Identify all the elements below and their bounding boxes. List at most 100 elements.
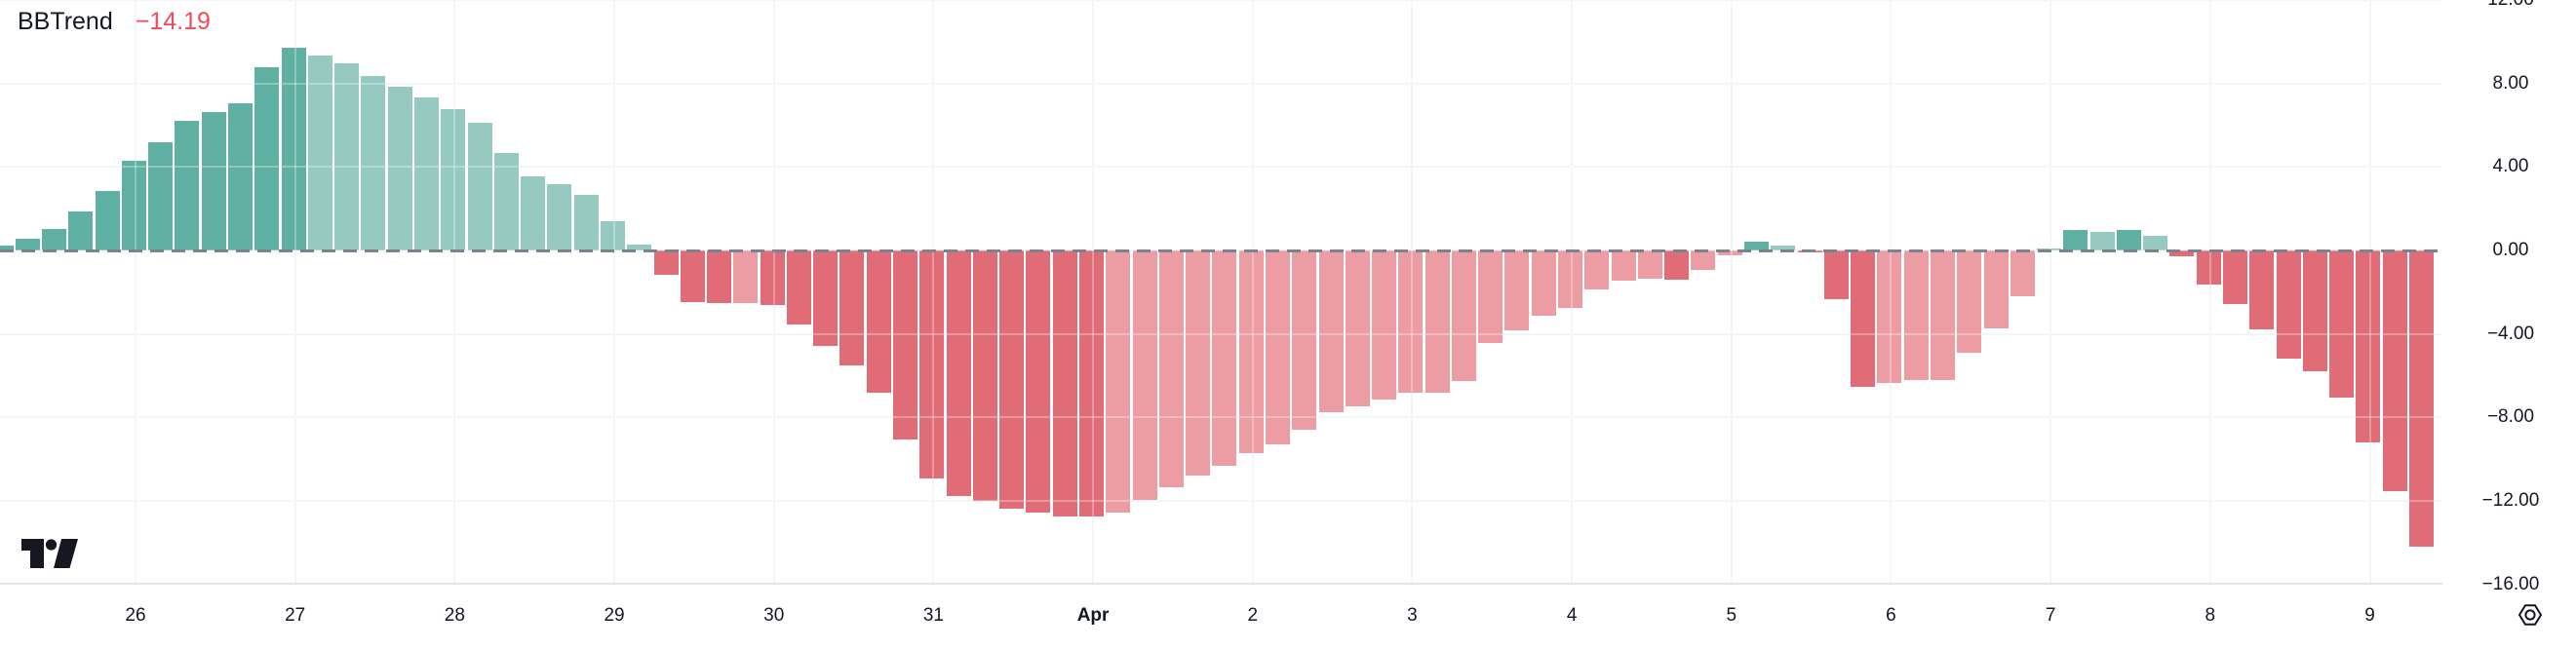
- v-gridline-overlay: [453, 0, 456, 585]
- tradingview-logo[interactable]: [21, 538, 80, 571]
- histogram-bar: [1983, 250, 2009, 328]
- time-axis-label: Apr: [1076, 605, 1110, 626]
- histogram-bar: [2037, 248, 2062, 250]
- histogram-bar: [1106, 250, 1131, 513]
- time-axis-label: 2: [1247, 605, 1259, 626]
- price-axis-label: −12.00: [2442, 488, 2576, 515]
- histogram-bar: [307, 56, 332, 250]
- time-axis-label: 7: [2045, 605, 2056, 626]
- time-axis-label: 30: [763, 605, 785, 626]
- v-gridline: [135, 0, 137, 585]
- histogram-bar: [1664, 250, 1690, 280]
- v-gridline-overlay: [135, 0, 137, 585]
- time-axis-label: 8: [2205, 605, 2216, 626]
- histogram-bar: [1611, 250, 1636, 281]
- histogram-bar: [1558, 250, 1583, 308]
- v-gridline-overlay: [2049, 0, 2052, 585]
- histogram-bar: [2223, 250, 2248, 304]
- histogram-bar: [467, 123, 492, 250]
- histogram-bar: [228, 103, 254, 250]
- histogram-bar: [1132, 250, 1157, 500]
- histogram-bar: [2249, 250, 2275, 329]
- v-gridline: [613, 0, 616, 585]
- histogram-bar: [334, 63, 360, 250]
- time-axis-label: 3: [1407, 605, 1418, 626]
- histogram-bar: [1637, 250, 1662, 279]
- histogram-bar: [2143, 236, 2168, 250]
- h-gridline-overlay: [0, 500, 2459, 503]
- time-axis-label: 28: [444, 605, 465, 626]
- histogram-bar: [653, 250, 679, 275]
- histogram-bar: [0, 246, 14, 250]
- histogram-bar: [15, 239, 40, 250]
- time-axis-label: 9: [2364, 605, 2375, 626]
- time-axis-label: 31: [922, 605, 944, 626]
- histogram-bar: [493, 153, 519, 250]
- histogram-bar: [1398, 250, 1424, 393]
- histogram-bar: [1292, 250, 1317, 430]
- histogram-bar: [413, 97, 439, 250]
- histogram-bar: [866, 250, 891, 393]
- histogram-bar: [42, 229, 67, 250]
- histogram-bar: [1345, 250, 1370, 406]
- v-gridline-overlay: [1730, 0, 1733, 585]
- histogram-bar: [2302, 250, 2327, 371]
- time-axis-separator: [0, 583, 2576, 585]
- time-axis-label: 6: [1886, 605, 1896, 626]
- histogram-bar: [2356, 250, 2381, 442]
- h-gridline: [0, 0, 2459, 1]
- histogram-bar: [441, 109, 466, 250]
- price-axis-label: 0.00: [2442, 238, 2576, 263]
- histogram-bar: [2169, 250, 2195, 256]
- time-axis-label: 27: [285, 605, 306, 626]
- histogram-bar: [1531, 250, 1556, 316]
- histogram-bar: [1930, 250, 1955, 380]
- histogram-bar: [121, 161, 146, 250]
- v-gridline-overlay: [2208, 0, 2211, 585]
- histogram-bar: [786, 250, 811, 324]
- price-axis-label: 12.00: [2442, 0, 2576, 13]
- histogram-bar: [1478, 250, 1503, 343]
- histogram-bar: [627, 245, 652, 250]
- v-gridline: [453, 0, 456, 585]
- histogram-bar: [2063, 230, 2088, 250]
- time-axis-label: 4: [1566, 605, 1578, 626]
- histogram-bar: [175, 121, 200, 250]
- histogram-bar: [573, 195, 599, 250]
- settings-icon[interactable]: [2516, 600, 2545, 630]
- histogram-bar: [707, 250, 732, 303]
- histogram-bar: [1451, 250, 1476, 381]
- histogram-bar: [1158, 250, 1184, 487]
- indicator-legend[interactable]: BBTrend −14.19: [18, 6, 211, 37]
- histogram-bar: [1743, 242, 1769, 250]
- price-axis-label: 8.00: [2442, 70, 2576, 96]
- histogram-bar: [387, 87, 412, 250]
- histogram-bar: [600, 221, 625, 250]
- time-axis-label: 26: [125, 605, 146, 626]
- histogram-bar: [1851, 250, 1876, 387]
- histogram-bar: [1903, 250, 1929, 380]
- histogram-bar: [1372, 250, 1397, 400]
- histogram-bar: [281, 48, 306, 250]
- time-axis-label: 29: [604, 605, 625, 626]
- histogram-bar: [361, 76, 386, 250]
- histogram-bar: [1771, 246, 1796, 250]
- histogram-bar: [1212, 250, 1237, 466]
- v-gridline: [1730, 0, 1733, 585]
- indicator-title: BBTrend: [18, 8, 113, 35]
- histogram-bar: [760, 250, 785, 305]
- histogram-bar: [2329, 250, 2355, 398]
- histogram-bar: [2116, 230, 2141, 250]
- v-gridline: [2049, 0, 2052, 585]
- histogram-bar: [1425, 250, 1450, 393]
- histogram-bar: [839, 250, 865, 365]
- price-axis-label: 4.00: [2442, 154, 2576, 180]
- histogram-bar: [68, 211, 94, 250]
- histogram-bar: [1078, 250, 1104, 516]
- histogram-bar: [1823, 250, 1849, 299]
- histogram-bar: [680, 250, 705, 302]
- histogram-bar: [1238, 250, 1264, 453]
- chart-plot-area[interactable]: [0, 0, 2576, 585]
- histogram-bar: [1318, 250, 1344, 412]
